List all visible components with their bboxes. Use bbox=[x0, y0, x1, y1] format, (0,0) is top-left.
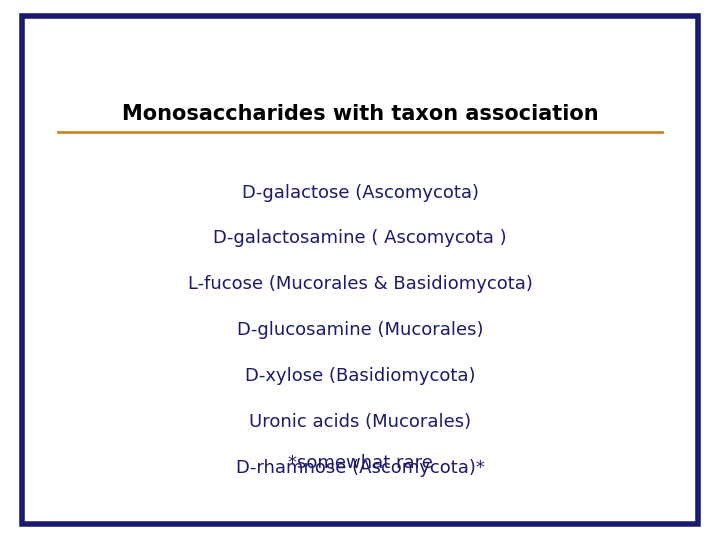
FancyBboxPatch shape bbox=[22, 16, 698, 524]
Text: D-rhamnose (Ascomycota)*: D-rhamnose (Ascomycota)* bbox=[235, 459, 485, 477]
Text: D-glucosamine (Mucorales): D-glucosamine (Mucorales) bbox=[237, 321, 483, 339]
Text: *somewhat rare: *somewhat rare bbox=[287, 454, 433, 471]
Text: Monosaccharides with taxon association: Monosaccharides with taxon association bbox=[122, 104, 598, 124]
Text: D-galactosamine ( Ascomycota ): D-galactosamine ( Ascomycota ) bbox=[213, 230, 507, 247]
Text: L-fucose (Mucorales & Basidiomycota): L-fucose (Mucorales & Basidiomycota) bbox=[188, 275, 532, 293]
Text: D-xylose (Basidiomycota): D-xylose (Basidiomycota) bbox=[245, 367, 475, 385]
Text: D-galactose (Ascomycota): D-galactose (Ascomycota) bbox=[241, 184, 479, 201]
Text: Uronic acids (Mucorales): Uronic acids (Mucorales) bbox=[249, 413, 471, 431]
